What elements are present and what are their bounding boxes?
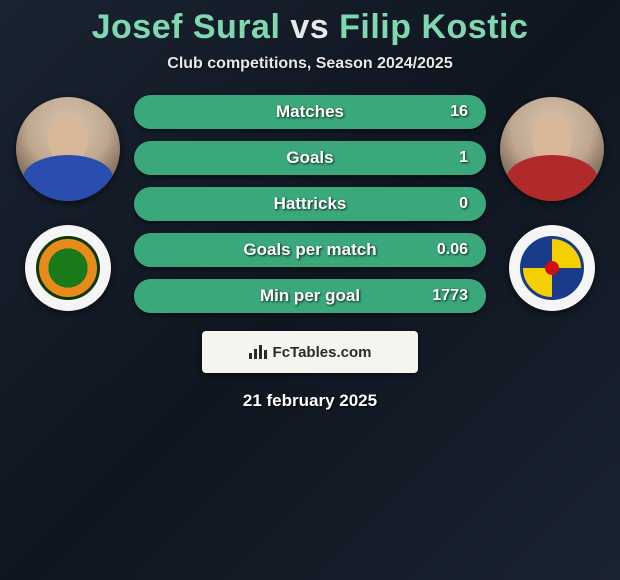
title-player1: Josef Sural bbox=[92, 8, 281, 46]
title-player2: Filip Kostic bbox=[339, 8, 528, 46]
stat-value-right: 1773 bbox=[424, 287, 486, 305]
attribution-text: FcTables.com bbox=[273, 344, 372, 361]
player2-club-badge bbox=[509, 225, 595, 311]
club-badge-icon bbox=[36, 236, 100, 300]
attribution-badge: FcTables.com bbox=[202, 331, 418, 373]
stat-value-right: 0 bbox=[424, 195, 486, 213]
subtitle: Club competitions, Season 2024/2025 bbox=[0, 55, 620, 73]
page-title: Josef Sural vs Filip Kostic bbox=[0, 8, 620, 47]
stat-label: Goals bbox=[196, 148, 424, 168]
stat-label: Matches bbox=[196, 102, 424, 122]
player2-column bbox=[492, 95, 612, 311]
stat-row: Goals per match0.06 bbox=[134, 233, 486, 267]
player1-avatar bbox=[16, 97, 120, 201]
stat-row: Hattricks0 bbox=[134, 187, 486, 221]
compare-section: Matches16 Goals1 Hattricks0 Goals per match… bbox=[0, 95, 620, 313]
stat-row: Min per goal1773 bbox=[134, 279, 486, 313]
stat-value-right: 1 bbox=[424, 149, 486, 167]
stat-value-right: 16 bbox=[424, 103, 486, 121]
stats-bars: Matches16 Goals1 Hattricks0 Goals per match… bbox=[128, 95, 492, 313]
stat-row: Goals1 bbox=[134, 141, 486, 175]
comparison-card: Josef Sural vs Filip Kostic Club competi… bbox=[0, 0, 620, 580]
player2-avatar bbox=[500, 97, 604, 201]
player1-club-badge bbox=[25, 225, 111, 311]
stat-label: Goals per match bbox=[196, 240, 424, 260]
date-label: 21 february 2025 bbox=[0, 391, 620, 411]
player1-column bbox=[8, 95, 128, 311]
stat-value-right: 0.06 bbox=[424, 241, 486, 259]
stat-label: Min per goal bbox=[196, 286, 424, 306]
club-badge-icon bbox=[520, 236, 584, 300]
chart-icon bbox=[249, 345, 267, 359]
title-vs: vs bbox=[280, 8, 339, 46]
stat-label: Hattricks bbox=[196, 194, 424, 214]
stat-row: Matches16 bbox=[134, 95, 486, 129]
